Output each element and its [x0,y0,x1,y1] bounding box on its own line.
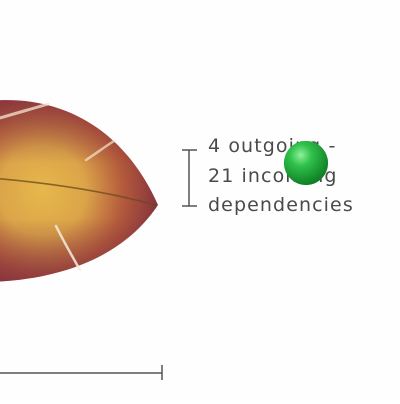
leaf-vein [0,178,157,206]
leaf-highlight-top [0,102,50,120]
horizontal-scale-line [0,365,163,380]
annotation-line-outgoing: 4 outgoing - [208,135,337,157]
leaf-highlight-bottom [54,224,82,272]
annotation-line-dependencies: dependencies [208,194,354,216]
leaf-highlight-right [84,139,116,162]
annotation-bracket [182,149,197,207]
leaf-shading [0,100,158,282]
annotation-line-incoming: 21 incoming [208,165,338,187]
leaf-icon [0,100,158,282]
